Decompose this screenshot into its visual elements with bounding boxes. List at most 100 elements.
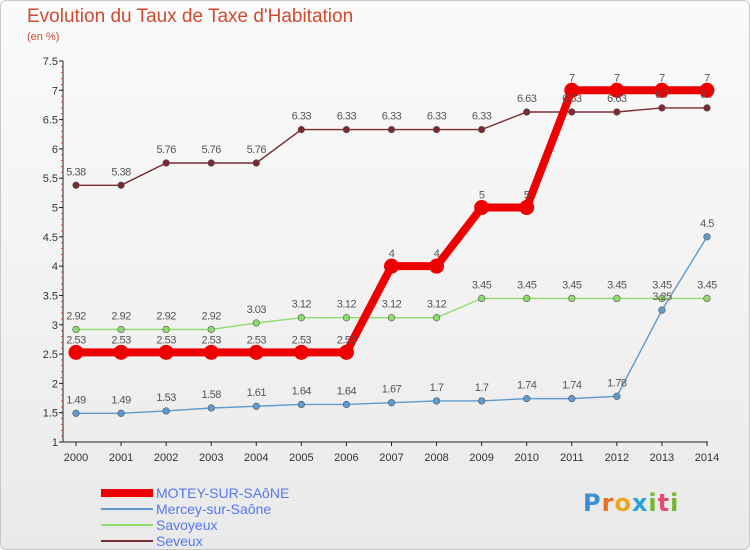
data-point [117,409,125,417]
x-tick-label: 2004 [244,452,268,464]
data-point [252,402,260,410]
y-tick-label: 4.5 [43,232,58,244]
data-label: 1.58 [202,389,222,401]
data-label: 7 [659,72,665,84]
data-point [613,294,621,302]
data-label: 3.45 [607,279,627,291]
data-label: 3.45 [652,279,672,291]
data-point [699,82,715,98]
legend-item: Savoyeux [101,517,401,533]
data-label: 1.78 [607,377,627,389]
data-label: 1.67 [382,384,402,396]
y-tick-label: 7 [52,85,58,97]
data-point [162,159,170,167]
legend-label: MOTEY-SUR-SAôNE [156,485,290,501]
data-label: 3.25 [652,291,672,303]
legend: MOTEY-SUR-SAôNE Mercey-sur-Saône Savoyeux S… [101,485,401,549]
x-tick-label: 2000 [64,452,88,464]
data-point [658,306,666,314]
data-label: 2.53 [292,334,312,346]
data-label: 6.33 [292,111,312,123]
data-label: 2.53 [247,334,267,346]
data-label: 1.64 [292,385,312,397]
data-point [432,314,441,322]
data-label: 2.92 [202,310,222,322]
data-point [384,258,399,274]
data-label: 1.7 [475,382,489,394]
data-point [568,294,576,302]
legend-swatch [101,489,153,497]
data-point [297,314,305,322]
data-label: 3.45 [562,279,582,291]
legend-label: Seveux [156,533,203,549]
legend-swatch [101,508,153,510]
data-point [252,159,260,167]
data-point [432,125,441,134]
logo-letter: i [670,489,680,517]
data-label: 1.53 [156,392,176,404]
data-point [432,397,441,405]
data-point [297,400,305,409]
data-point [72,181,80,189]
x-tick-label: 2013 [650,452,674,464]
data-point [207,325,215,334]
data-point [568,395,576,403]
data-point [293,344,309,360]
data-label: 3.45 [517,279,537,291]
data-label: 5.38 [111,166,131,178]
data-labels: 2.53 2.53 2.53 2.53 2.53 2.53 2.53 4 4 5 5 7 7 7 7 1.49… [66,72,717,406]
data-point [478,125,486,134]
data-label: 2.92 [111,310,131,322]
data-label: 4 [434,248,440,260]
y-tick-label: 6.5 [43,115,58,127]
data-label: 6.33 [382,111,402,123]
data-point [609,82,625,98]
data-label: 1.61 [247,387,267,399]
data-label: 2.53 [156,334,176,346]
data-label: 7 [614,72,620,84]
data-point [703,233,711,241]
y-tick-label: 3.5 [43,290,58,302]
data-label: 6.33 [337,111,357,123]
data-point [478,397,486,405]
data-label: 1.7 [430,382,444,394]
y-tick-label: 5 [52,203,58,215]
data-point [72,409,80,417]
data-point [387,125,396,134]
data-label: 4.5 [700,218,714,230]
x-tick-label: 2003 [199,452,223,464]
x-tick-label: 2014 [695,452,719,464]
legend-item: Mercey-sur-Saône [101,501,401,517]
data-point [658,294,666,302]
data-point [474,200,490,216]
data-label: 7 [569,72,575,84]
data-label: 6.33 [427,111,447,123]
data-point [387,314,396,322]
data-label: 3.45 [472,279,492,291]
data-label: 7 [704,72,710,84]
x-tick-label: 2008 [424,452,448,464]
x-tick-label: 2011 [560,452,584,464]
data-point [523,395,531,403]
y-tick-label: 1 [52,437,58,449]
data-label: 6.7 [700,89,714,101]
data-label: 6.63 [517,93,537,105]
chart-subtitle: (en %) [27,31,60,43]
legend-label: Mercey-sur-Saône [156,501,272,517]
data-label: 1.74 [517,380,537,392]
chart-title: Evolution du Taux de Taxe d'Habitation [27,6,354,27]
legend-item: MOTEY-SUR-SAôNE [101,485,401,501]
data-point [342,314,351,322]
data-label: 2.53 [202,334,222,346]
data-label: 1.49 [66,394,86,406]
data-point [342,400,351,409]
data-point [342,125,351,134]
logo-letter: x [631,489,649,517]
data-label: 5.76 [156,144,176,156]
data-point [523,294,531,302]
y-tick-label: 7.5 [43,56,58,68]
y-tick-label: 6 [52,144,58,156]
data-label: 3.45 [697,279,717,291]
